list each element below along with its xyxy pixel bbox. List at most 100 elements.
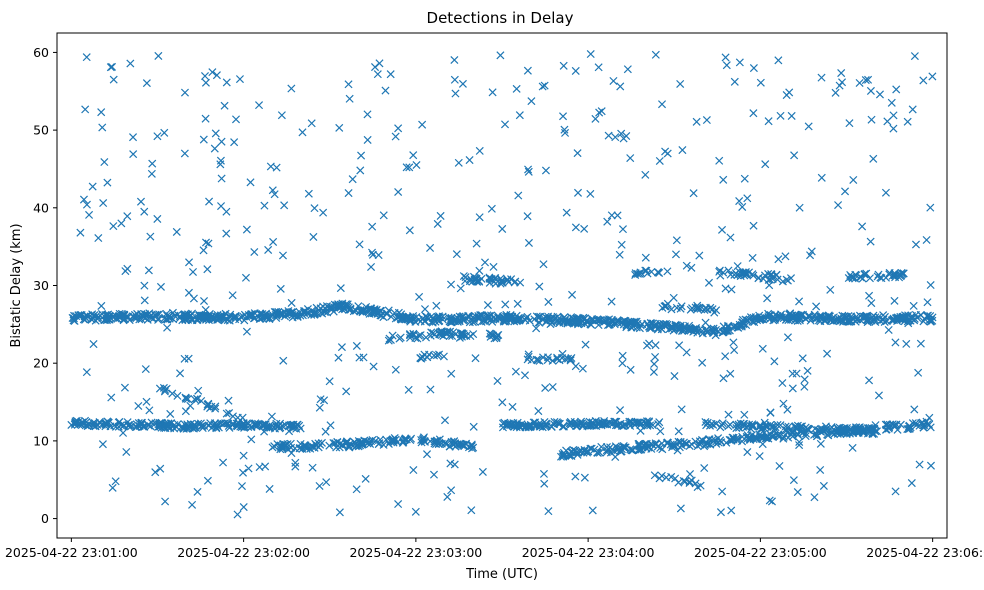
data-point-1754 xyxy=(748,420,757,429)
data-point-2244 xyxy=(695,251,704,260)
data-point-2480 xyxy=(153,214,162,223)
data-point-2198 xyxy=(810,424,820,433)
data-point-2512 xyxy=(201,114,210,123)
data-point-953 xyxy=(926,315,936,324)
data-point-2316 xyxy=(834,201,843,210)
data-point-2543 xyxy=(571,472,580,481)
data-point-2550 xyxy=(716,271,725,280)
data-point-2273 xyxy=(698,358,707,367)
data-point-188 xyxy=(203,313,212,322)
data-point-1389 xyxy=(547,422,556,431)
data-point-2236 xyxy=(800,382,809,391)
data-point-2449 xyxy=(368,248,377,257)
data-point-2179 xyxy=(123,212,132,221)
data-point-2302 xyxy=(616,82,625,91)
data-point-2395 xyxy=(81,105,90,114)
data-point-2399 xyxy=(730,77,739,86)
data-point-2380 xyxy=(651,50,660,59)
y-tick-label-1: 10 xyxy=(33,433,49,448)
data-point-2425 xyxy=(867,115,876,124)
data-point-1225 xyxy=(331,439,340,448)
data-point-2330 xyxy=(702,116,711,125)
data-point-2557 xyxy=(465,156,474,165)
data-point-1823 xyxy=(852,427,861,436)
data-point-2613 xyxy=(426,243,435,252)
data-point-2274 xyxy=(103,178,112,187)
data-point-1889 xyxy=(726,270,735,279)
data-point-2027 xyxy=(553,353,562,362)
data-point-2299 xyxy=(409,466,418,475)
data-point-2467 xyxy=(348,175,357,184)
data-point-2496 xyxy=(578,419,587,428)
data-point-62 xyxy=(102,316,111,325)
data-point-573 xyxy=(539,314,548,323)
data-point-2146 xyxy=(287,449,296,458)
data-point-1202 xyxy=(296,439,305,448)
data-point-2598 xyxy=(730,346,739,355)
data-point-2489 xyxy=(617,129,626,138)
data-point-2520 xyxy=(733,262,742,271)
data-point-1364 xyxy=(576,419,585,428)
data-point-2365 xyxy=(735,197,744,206)
data-point-2545 xyxy=(411,507,420,516)
data-point-2506 xyxy=(642,341,652,350)
data-point-2600 xyxy=(721,352,730,361)
data-point-2241 xyxy=(310,204,319,213)
data-point-2448 xyxy=(501,300,510,309)
data-point-2208 xyxy=(146,232,155,241)
data-point-2175 xyxy=(140,296,149,305)
data-point-1610 xyxy=(712,437,721,446)
data-point-252 xyxy=(250,309,259,318)
data-point-2435 xyxy=(233,510,242,519)
data-point-2607 xyxy=(280,201,289,210)
data-point-2157 xyxy=(129,133,138,142)
data-point-2360 xyxy=(527,97,536,106)
data-point-2544 xyxy=(626,365,635,374)
data-point-1451 xyxy=(620,421,629,430)
data-point-2072 xyxy=(222,409,231,418)
data-point-2060 xyxy=(190,395,199,404)
data-point-2596 xyxy=(469,422,478,431)
data-point-2260 xyxy=(352,485,361,494)
data-point-1552 xyxy=(697,436,707,445)
data-point-2246 xyxy=(140,281,149,290)
data-point-2265 xyxy=(404,385,413,394)
data-point-1960 xyxy=(396,333,405,342)
data-point-2511 xyxy=(786,309,795,318)
data-point-2297 xyxy=(291,462,300,471)
data-point-2482 xyxy=(375,59,384,68)
data-point-2426 xyxy=(581,340,590,349)
data-point-2603 xyxy=(891,338,900,347)
data-point-2194 xyxy=(758,344,767,353)
data-point-2078 xyxy=(211,402,220,411)
data-point-1712 xyxy=(919,423,928,432)
data-point-1386 xyxy=(565,421,574,430)
data-point-671 xyxy=(659,321,669,330)
data-point-1597 xyxy=(742,432,751,441)
data-point-2513 xyxy=(480,258,490,267)
data-point-2518 xyxy=(749,109,758,118)
data-point-2475 xyxy=(291,458,300,467)
data-point-2487 xyxy=(586,189,595,198)
data-point-2633 xyxy=(184,354,193,363)
data-point-2098 xyxy=(432,351,441,360)
data-point-1310 xyxy=(453,440,462,449)
data-point-2351 xyxy=(795,437,804,446)
data-point-2424 xyxy=(261,462,270,471)
data-point-1023 xyxy=(111,422,120,431)
data-point-2571 xyxy=(538,82,547,91)
data-point-664 xyxy=(618,318,627,327)
data-point-2340 xyxy=(315,403,324,412)
data-point-2526 xyxy=(908,105,917,114)
data-point-2282 xyxy=(432,301,441,310)
data-point-2438 xyxy=(788,384,797,393)
data-point-2469 xyxy=(391,365,400,374)
data-point-2266 xyxy=(915,460,924,469)
data-point-58 xyxy=(111,314,120,323)
data-point-1978 xyxy=(414,331,423,340)
data-point-155 xyxy=(128,312,138,321)
data-point-2308 xyxy=(144,266,153,275)
data-point-2213 xyxy=(817,173,826,182)
data-point-2311 xyxy=(651,341,660,350)
data-point-2136 xyxy=(561,128,570,137)
